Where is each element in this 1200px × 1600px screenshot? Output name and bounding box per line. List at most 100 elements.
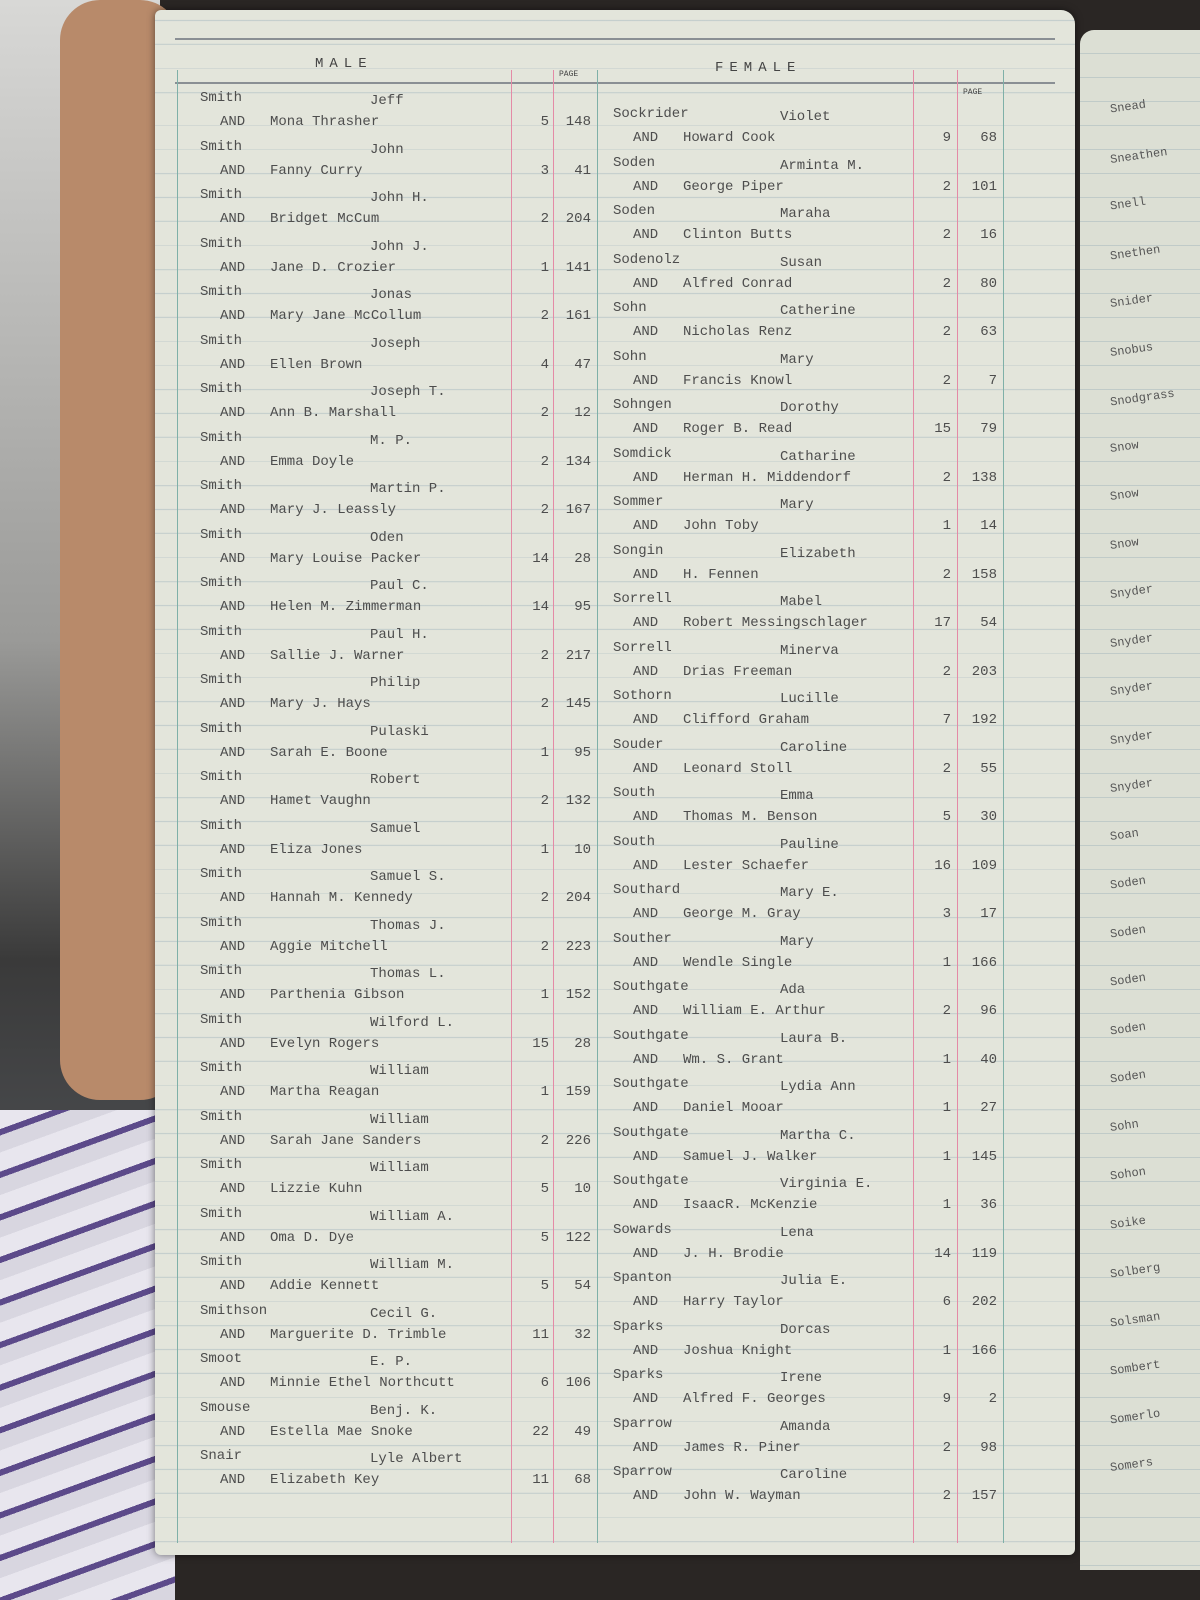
- surname: Smoot: [200, 1351, 243, 1367]
- book-number: 11: [532, 1472, 549, 1488]
- facing-page-surname: Snobus: [1109, 339, 1154, 360]
- surname: Smith: [200, 187, 243, 203]
- page-number: 16: [980, 227, 997, 243]
- book-number: 3: [540, 162, 549, 179]
- book-number: 11: [532, 1326, 549, 1343]
- and-label: AND: [633, 615, 659, 631]
- and-label: AND: [633, 324, 659, 340]
- given-name: Lucille: [780, 691, 839, 707]
- page-number: 63: [980, 324, 997, 340]
- surname: Smith: [200, 1060, 243, 1076]
- facing-page: Snead Sneathen Snell Snethen Snider Snobus Sno…: [1080, 30, 1200, 1570]
- page-number: 145: [971, 1148, 997, 1165]
- and-label: AND: [220, 1181, 246, 1197]
- page-number: 106: [565, 1375, 591, 1391]
- and-label: AND: [633, 906, 659, 922]
- spouse-name: Mary Louise Packer: [270, 550, 422, 567]
- spouse-name: Nicholas Renz: [683, 324, 793, 340]
- and-label: AND: [633, 1148, 659, 1165]
- given-name: Irene: [780, 1370, 823, 1386]
- surname: Soden: [613, 203, 656, 219]
- spouse-name: Sarah E. Boone: [270, 744, 388, 761]
- spouse-name: Evelyn Rogers: [270, 1035, 380, 1052]
- given-name: Jeff: [370, 93, 404, 109]
- spouse-name: John Toby: [683, 518, 759, 534]
- given-name: Laura B.: [780, 1030, 848, 1047]
- page-number: 134: [565, 453, 591, 470]
- book-number: 1: [942, 1197, 951, 1213]
- and-label: AND: [633, 760, 659, 777]
- page-number: 138: [971, 469, 997, 486]
- given-name: Dorcas: [780, 1321, 831, 1338]
- and-label: AND: [220, 1084, 246, 1100]
- spouse-name: Clinton Butts: [683, 227, 793, 243]
- book-number: 2: [942, 760, 951, 777]
- spouse-name: Oma D. Dye: [270, 1229, 355, 1246]
- given-name: Elizabeth: [780, 545, 856, 562]
- facing-page-surname: Sohon: [1109, 1164, 1147, 1184]
- surname: Smith: [200, 1205, 243, 1222]
- spouse-name: Estella Mae Snoke: [270, 1423, 413, 1440]
- page-number: 204: [565, 211, 591, 227]
- book-number: 1: [942, 1100, 951, 1116]
- spouse-name: Hamet Vaughn: [270, 793, 371, 809]
- facing-page-surname: Soden: [1109, 970, 1147, 990]
- spouse-name: Robert Messingschlager: [683, 615, 868, 631]
- given-name: Mabel: [780, 594, 823, 610]
- and-label: AND: [633, 1245, 659, 1262]
- and-label: AND: [633, 1439, 659, 1456]
- page-number: 119: [971, 1245, 997, 1262]
- and-label: AND: [220, 453, 246, 470]
- spouse-name: Alfred Conrad: [683, 275, 793, 292]
- page-number: 68: [574, 1472, 591, 1488]
- book-number: 2: [540, 453, 549, 470]
- surname: Sothorn: [613, 688, 672, 704]
- and-label: AND: [633, 857, 659, 874]
- book-number: 22: [532, 1423, 549, 1440]
- book-number: 2: [942, 1003, 951, 1019]
- page-number: 161: [565, 308, 591, 324]
- surname: Sparrow: [613, 1464, 672, 1480]
- and-label: AND: [220, 356, 246, 373]
- facing-page-surname: Snyder: [1109, 776, 1154, 796]
- page-number: 41: [574, 162, 591, 179]
- page-number: 192: [971, 712, 997, 728]
- spouse-name: Daniel Mooar: [683, 1100, 784, 1116]
- page-number: 36: [980, 1197, 997, 1213]
- book-number: 2: [540, 211, 549, 227]
- page-number: 96: [980, 1003, 997, 1019]
- surname: Smith: [200, 866, 243, 882]
- female-book-col-line: [913, 70, 914, 1543]
- and-label: AND: [633, 227, 659, 243]
- book-number: 6: [540, 1375, 549, 1391]
- and-label: AND: [633, 275, 659, 292]
- and-label: AND: [220, 308, 246, 324]
- given-name: Minerva: [780, 642, 839, 659]
- and-label: AND: [220, 162, 246, 179]
- facing-page-surname: Snow: [1109, 437, 1140, 456]
- given-name: William: [370, 1063, 429, 1079]
- and-label: AND: [220, 1423, 246, 1440]
- given-name: Mary: [780, 497, 814, 513]
- facing-page-surname: Sohn: [1109, 1116, 1140, 1135]
- surname: Southgate: [613, 1027, 689, 1044]
- book-number: 2: [942, 227, 951, 243]
- male-page-col-line: [553, 70, 554, 1543]
- book-number: 1: [942, 1051, 951, 1068]
- spouse-name: Parthenia Gibson: [270, 987, 405, 1003]
- book-number: 2: [540, 502, 549, 518]
- given-name: John J.: [370, 238, 429, 255]
- given-name: Pulaski: [370, 723, 429, 740]
- page-number: 204: [565, 890, 591, 906]
- book-number: 1: [540, 259, 549, 276]
- facing-page-surname: Snyder: [1109, 630, 1154, 651]
- and-label: AND: [633, 178, 659, 195]
- and-label: AND: [633, 566, 659, 583]
- spouse-name: Lizzie Kuhn: [270, 1181, 363, 1197]
- spouse-name: Aggie Mitchell: [270, 938, 388, 955]
- book-number: 2: [942, 1439, 951, 1456]
- surname: Smith: [200, 672, 243, 688]
- surname: Smith: [200, 575, 243, 591]
- given-name: Lena: [780, 1224, 814, 1241]
- facing-page-surname: Sneathen: [1109, 144, 1169, 167]
